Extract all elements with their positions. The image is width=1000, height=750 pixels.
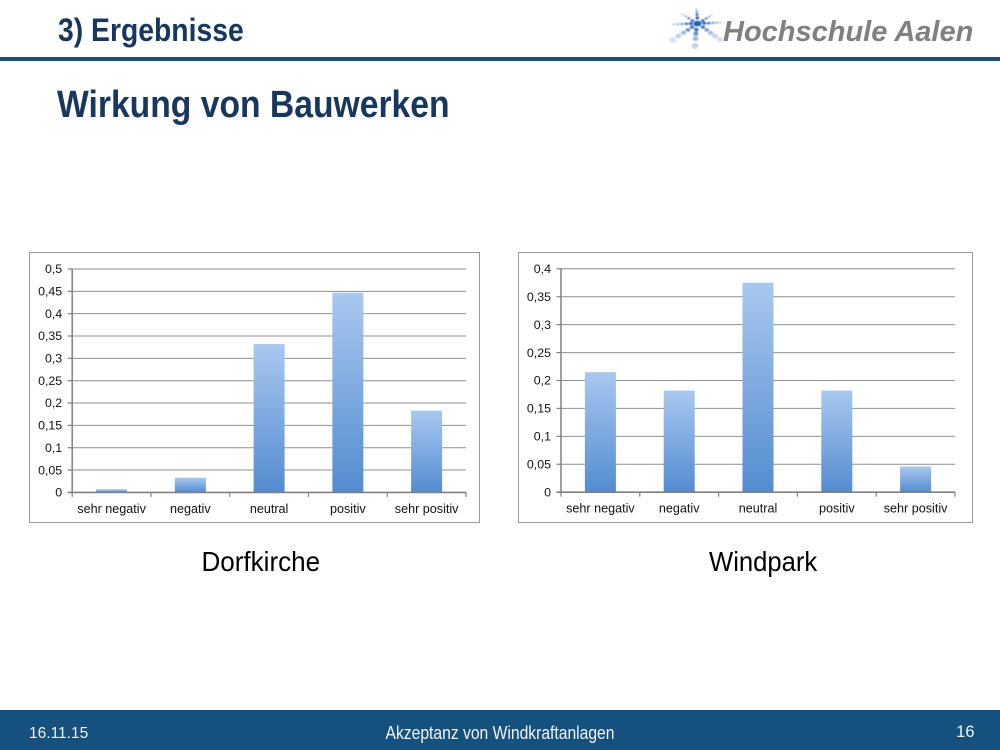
svg-text:0,45: 0,45 xyxy=(38,285,62,299)
svg-text:neutral: neutral xyxy=(739,502,778,516)
svg-text:0,35: 0,35 xyxy=(527,290,551,304)
svg-text:positiv: positiv xyxy=(330,502,366,516)
svg-text:0,5: 0,5 xyxy=(45,262,62,276)
svg-text:neutral: neutral xyxy=(250,502,289,516)
svg-text:0,3: 0,3 xyxy=(45,352,62,366)
svg-text:sehr positiv: sehr positiv xyxy=(884,502,948,516)
svg-text:negativ: negativ xyxy=(170,502,211,516)
svg-text:0,1: 0,1 xyxy=(534,430,551,444)
svg-text:0,2: 0,2 xyxy=(534,374,551,388)
svg-text:0,15: 0,15 xyxy=(527,402,551,416)
svg-text:sehr negativ: sehr negativ xyxy=(77,502,146,516)
svg-text:0: 0 xyxy=(55,486,62,500)
svg-text:negativ: negativ xyxy=(659,502,700,516)
svg-text:0,2: 0,2 xyxy=(45,396,62,410)
svg-text:0,05: 0,05 xyxy=(38,463,62,477)
svg-text:0,25: 0,25 xyxy=(38,374,62,388)
svg-text:0,3: 0,3 xyxy=(534,318,551,332)
svg-text:sehr positiv: sehr positiv xyxy=(395,502,459,516)
svg-text:0: 0 xyxy=(544,485,551,499)
svg-text:0,35: 0,35 xyxy=(38,329,62,343)
svg-text:0,1: 0,1 xyxy=(45,441,62,455)
svg-text:positiv: positiv xyxy=(819,502,855,516)
svg-text:0,05: 0,05 xyxy=(527,457,551,471)
svg-text:0,25: 0,25 xyxy=(527,346,551,360)
svg-text:sehr negativ: sehr negativ xyxy=(566,502,635,516)
svg-text:0,4: 0,4 xyxy=(45,307,62,321)
svg-text:0,4: 0,4 xyxy=(534,262,551,276)
svg-text:0,15: 0,15 xyxy=(38,419,62,433)
